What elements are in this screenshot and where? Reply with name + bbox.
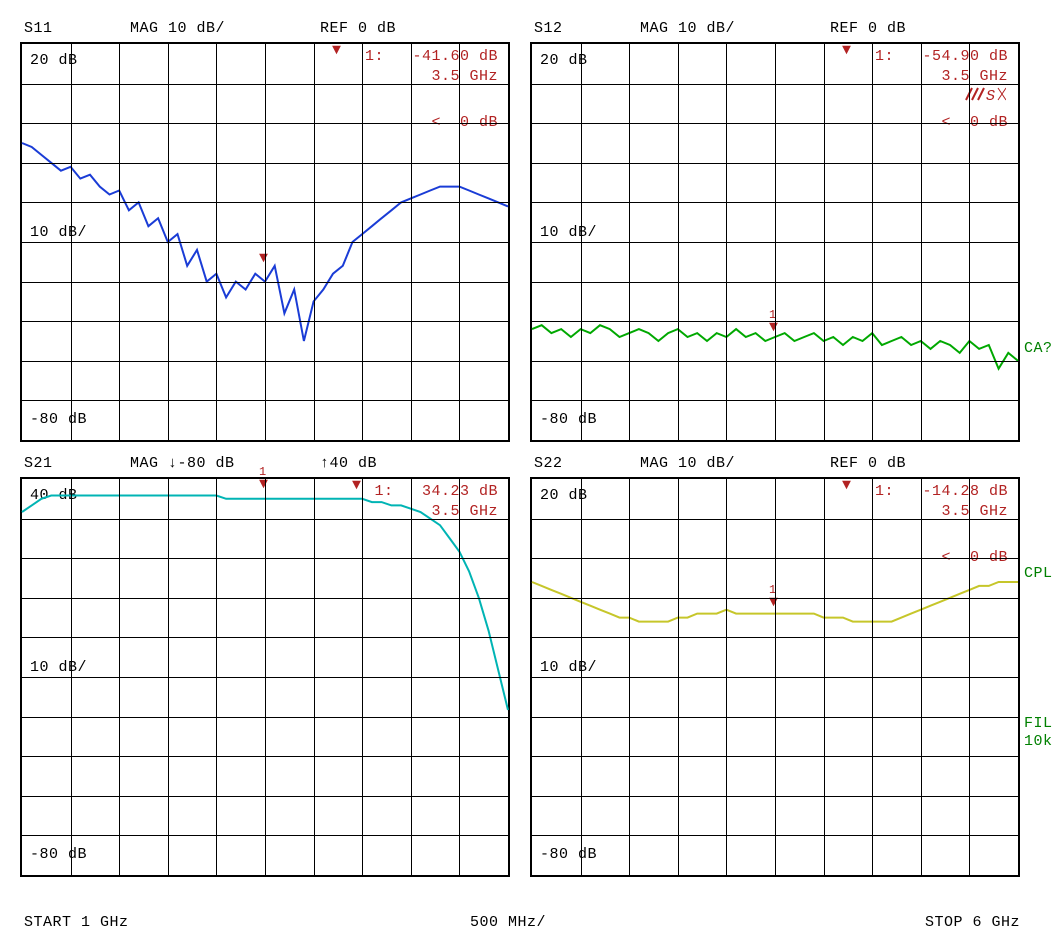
s11-param-label: S11 bbox=[24, 20, 53, 37]
panel-s21: S21 MAG ↓-80 dB ↑40 dB 40 dB 10 dB/ -80 … bbox=[20, 455, 530, 890]
panel-s21-header: S21 MAG ↓-80 dB ↑40 dB bbox=[20, 455, 530, 475]
s12-param-label: S12 bbox=[534, 20, 563, 37]
panel-s11: S11 MAG 10 dB/ REF 0 dB 20 dB 10 dB/ -80… bbox=[20, 20, 530, 455]
side-label-fil1: FIL bbox=[1024, 715, 1053, 732]
s11-trace-marker-icon: ▼ bbox=[259, 254, 268, 264]
s12-mag-label: MAG 10 dB/ bbox=[640, 20, 735, 37]
s22-param-label: S22 bbox=[534, 455, 563, 472]
footer-start-freq: START 1 GHz bbox=[24, 914, 129, 931]
s21-param-label: S21 bbox=[24, 455, 53, 472]
s21-plot-area: 40 dB 10 dB/ -80 dB ▼ 1: 34.23 dB 3.5 GH… bbox=[20, 477, 510, 877]
s12-plot-area: 20 dB 10 dB/ -80 dB ▼ 1: -54.90 dB 3.5 G… bbox=[530, 42, 1020, 442]
side-label-cpl: CPL bbox=[1024, 565, 1053, 582]
panel-s22-header: S22 MAG 10 dB/ REF 0 dB bbox=[530, 455, 1040, 475]
s11-plot-area: 20 dB 10 dB/ -80 dB ▼ 1: -41.60 dB 3.5 G… bbox=[20, 42, 510, 442]
footer-stop-freq: STOP 6 GHz bbox=[925, 914, 1020, 931]
s12-trace-marker-icon: 1▼ bbox=[769, 313, 778, 333]
panel-s12-header: S12 MAG 10 dB/ REF 0 dB bbox=[530, 20, 1040, 40]
s21-ref-label: ↑40 dB bbox=[320, 455, 377, 472]
panel-s12: S12 MAG 10 dB/ REF 0 dB 20 dB 10 dB/ -80… bbox=[530, 20, 1040, 455]
side-label-fil2: 10k bbox=[1024, 733, 1053, 750]
footer-freq-step: 500 MHz/ bbox=[470, 914, 546, 931]
s21-trace-marker-icon: 1▼ bbox=[259, 470, 268, 490]
panel-s11-header: S11 MAG 10 dB/ REF 0 dB bbox=[20, 20, 530, 40]
s21-mag-label: MAG ↓-80 dB bbox=[130, 455, 235, 472]
s22-mag-label: MAG 10 dB/ bbox=[640, 455, 735, 472]
side-label-ca: CA? bbox=[1024, 340, 1053, 357]
vna-4up-grid: S11 MAG 10 dB/ REF 0 dB 20 dB 10 dB/ -80… bbox=[20, 20, 1040, 890]
s22-plot-area: 20 dB 10 dB/ -80 dB ▼ 1: -14.28 dB 3.5 G… bbox=[530, 477, 1020, 877]
s11-mag-label: MAG 10 dB/ bbox=[130, 20, 225, 37]
s11-ref-label: REF 0 dB bbox=[320, 20, 396, 37]
panel-s22: S22 MAG 10 dB/ REF 0 dB 20 dB 10 dB/ -80… bbox=[530, 455, 1040, 890]
s12-ref-label: REF 0 dB bbox=[830, 20, 906, 37]
s22-ref-label: REF 0 dB bbox=[830, 455, 906, 472]
